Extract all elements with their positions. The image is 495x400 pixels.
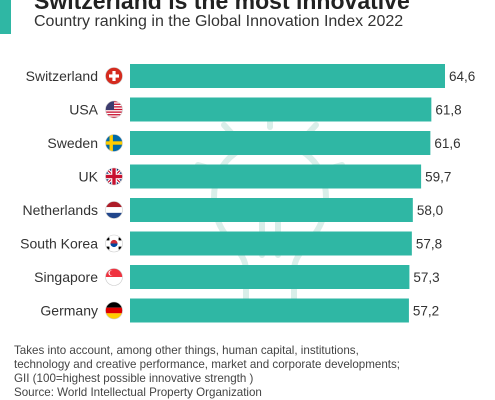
- singapore-flag-icon: [105, 268, 123, 286]
- category-label: South Korea: [20, 236, 98, 252]
- category-label: UK: [79, 169, 99, 185]
- category-label: Singapore: [34, 269, 98, 285]
- category-label: Netherlands: [23, 202, 99, 218]
- title-accent-bar: [0, 0, 11, 34]
- value-label: 57,2: [413, 304, 439, 319]
- source-note: Source: World Intellectual Property Orga…: [14, 386, 262, 399]
- value-label: 61,6: [434, 136, 460, 151]
- value-label: 57,3: [413, 270, 439, 285]
- note-line-3: GII (100=highest possible innovative str…: [14, 372, 254, 385]
- bar-singapore: [130, 265, 410, 289]
- note-line-2: technology and creative performance, mar…: [14, 358, 401, 371]
- category-label: Switzerland: [26, 68, 98, 84]
- value-label: 59,7: [425, 170, 451, 185]
- bar-uk: [130, 164, 422, 189]
- note-line-1: Takes into account, among other things, …: [14, 344, 359, 357]
- switzerland-flag-icon: [105, 67, 123, 85]
- value-label: 64,6: [449, 69, 475, 84]
- usa-flag-icon: [105, 100, 123, 119]
- value-label: 61,8: [435, 103, 461, 118]
- category-label: Germany: [40, 303, 98, 319]
- category-label: USA: [69, 102, 98, 118]
- category-label: Sweden: [47, 135, 98, 151]
- uk-flag-icon: [105, 167, 123, 186]
- chart-title: Switzerland is the most innovative: [34, 0, 410, 14]
- bar-chart: Switzerland 64,6 USA 61,8 Sweden 61,6 UK 59,7 Ne…: [20, 64, 475, 323]
- chart-notes: Takes into account, among other things, …: [14, 344, 489, 400]
- value-label: 58,0: [417, 203, 443, 218]
- netherlands-flag-icon: [105, 201, 123, 219]
- bar-south-korea: [130, 231, 412, 256]
- value-label: 57,8: [416, 237, 442, 252]
- germany-flag-icon: [105, 301, 123, 320]
- bar-netherlands: [130, 198, 413, 222]
- sweden-flag-icon: [105, 134, 123, 152]
- bar-sweden: [130, 131, 431, 155]
- chart-subtitle: Country ranking in the Global Innovation…: [34, 13, 404, 30]
- south-korea-flag-icon: [105, 234, 123, 253]
- bar-germany: [130, 298, 409, 323]
- bar-switzerland: [130, 64, 445, 88]
- bar-usa: [130, 97, 432, 122]
